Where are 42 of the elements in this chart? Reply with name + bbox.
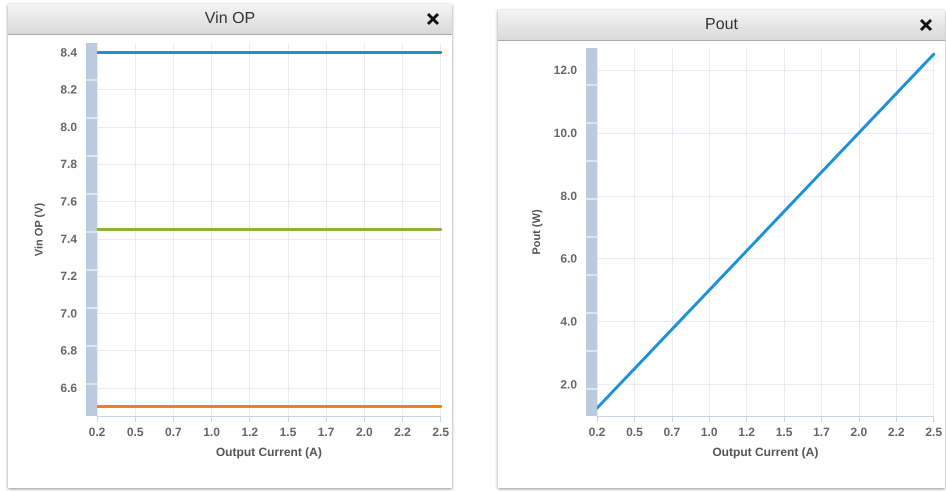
- y-tick-label: 7.4: [60, 232, 78, 246]
- y-tick-label: 6.8: [60, 344, 78, 358]
- x-tick-label: 1.5: [280, 425, 297, 439]
- y-tick-label: 6.0: [560, 252, 578, 266]
- x-axis-title: Output Current (A): [216, 445, 322, 459]
- x-tick-label: 0.7: [165, 425, 182, 439]
- x-tick-label: 0.5: [626, 425, 644, 439]
- chart-title: Vin OP: [8, 4, 452, 35]
- x-tick-label: 2.0: [850, 425, 868, 439]
- y-tick-label: 8.4: [60, 45, 78, 60]
- y-tick-label: 7.6: [60, 194, 78, 209]
- x-tick-label: 2.5: [432, 425, 450, 439]
- x-axis-title: Output Current (A): [712, 445, 818, 459]
- y-tick-label: 12.0: [554, 63, 578, 78]
- x-tick-label: 1.0: [203, 425, 220, 439]
- x-tick-label: 2.5: [925, 425, 942, 439]
- x-tick-label: 1.7: [318, 425, 335, 439]
- x-tick-label: 1.0: [700, 425, 718, 439]
- x-tick-label: 2.2: [394, 425, 412, 439]
- x-tick-label: 0.7: [663, 425, 680, 439]
- y-tick-label: 8.2: [60, 82, 78, 97]
- x-tick-label: 0.5: [126, 425, 144, 439]
- y-tick-label: 8.0: [560, 188, 578, 203]
- y-axis-title: Vin OP (V): [34, 202, 46, 256]
- y-tick-label: 7.2: [60, 269, 78, 284]
- chart-title: Pout: [498, 10, 945, 41]
- x-tick-label: 2.2: [888, 425, 905, 439]
- y-tick-label: 6.6: [60, 381, 78, 396]
- x-tick-label: 1.5: [776, 425, 793, 439]
- y-tick-label: 10.0: [554, 126, 578, 140]
- y-tick-label: 7.0: [60, 306, 78, 320]
- x-tick-label: 1.2: [738, 425, 756, 439]
- y-tick-label: 2.0: [560, 378, 578, 392]
- x-tick-label: 1.7: [813, 425, 830, 439]
- x-tick-label: 0.2: [588, 425, 606, 439]
- x-tick-label: 2.0: [356, 425, 373, 439]
- y-tick-label: 8.0: [60, 120, 78, 134]
- y-tick-label: 4.0: [560, 314, 578, 329]
- x-tick-label: 0.2: [88, 425, 106, 439]
- y-axis-title: Pout (W): [531, 209, 544, 255]
- x-tick-label: 1.2: [241, 425, 258, 439]
- y-tick-label: 7.8: [60, 157, 78, 172]
